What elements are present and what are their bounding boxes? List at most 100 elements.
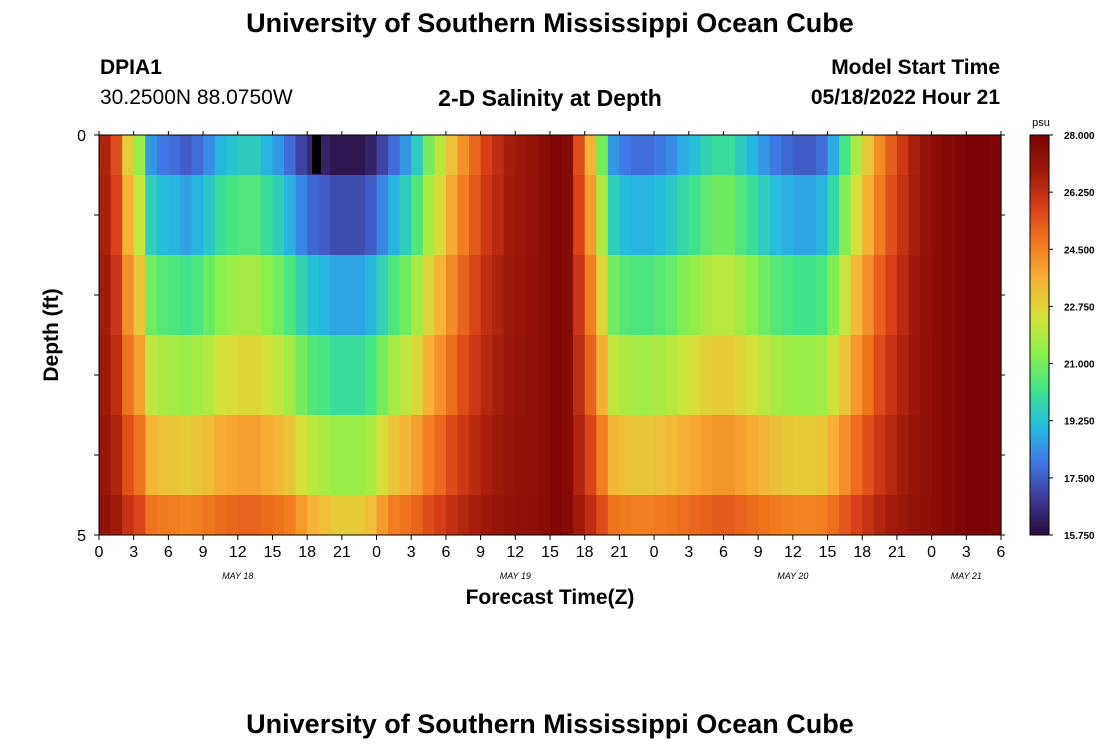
heatmap-cell xyxy=(677,175,690,255)
heatmap-cell xyxy=(711,495,725,535)
heatmap-cell xyxy=(388,495,401,535)
heatmap-cell xyxy=(630,495,644,535)
heatmap-cell xyxy=(295,335,308,415)
colorbar-unit: psu xyxy=(1032,117,1050,129)
heatmap-cell xyxy=(723,415,736,495)
heatmap-cell xyxy=(862,495,875,535)
heatmap-cell xyxy=(827,135,840,175)
heatmap-cell xyxy=(422,255,435,335)
heatmap-cell xyxy=(815,335,829,415)
heatmap-cell xyxy=(422,495,435,535)
x-tick-label: 15 xyxy=(819,544,837,561)
heatmap-cell xyxy=(226,135,239,175)
heatmap-cell xyxy=(642,495,655,535)
heatmap-cell xyxy=(688,175,701,255)
heatmap-cell xyxy=(630,335,644,415)
heatmap-cell xyxy=(353,335,366,415)
heatmap-cell xyxy=(550,135,563,175)
heatmap-cell xyxy=(364,495,378,535)
heatmap-cell xyxy=(573,415,586,495)
heatmap-cell xyxy=(781,255,794,335)
heatmap-cell xyxy=(272,255,285,335)
heatmap-cell xyxy=(862,415,875,495)
heatmap-cell xyxy=(353,175,366,255)
heatmap-cell xyxy=(584,135,597,175)
x-tick-label: 0 xyxy=(927,544,936,561)
heatmap-cell xyxy=(896,415,910,495)
heatmap-cell xyxy=(573,335,586,415)
heatmap-cell xyxy=(735,415,748,495)
heatmap-cell xyxy=(376,415,389,495)
heatmap-cell xyxy=(411,135,424,175)
heatmap-cell xyxy=(214,135,227,175)
heatmap-cell xyxy=(145,495,158,535)
heatmap-cell xyxy=(943,135,956,175)
heatmap-cell xyxy=(353,255,366,335)
heatmap-cell xyxy=(515,175,528,255)
heatmap-cell xyxy=(434,415,447,495)
heatmap-cell xyxy=(445,495,459,535)
heatmap-cell xyxy=(457,335,470,415)
heatmap-cell xyxy=(237,415,250,495)
heatmap-cell xyxy=(723,135,736,175)
heatmap-cell xyxy=(411,335,424,415)
heatmap-cell xyxy=(422,335,435,415)
heatmap-cell xyxy=(249,495,262,535)
heatmap-cell xyxy=(110,335,123,415)
heatmap-cell xyxy=(677,135,690,175)
heatmap-cell xyxy=(769,135,782,175)
heatmap-cell xyxy=(249,135,262,175)
heatmap-cell xyxy=(226,335,239,415)
heatmap-cell xyxy=(492,255,505,335)
heatmap-cell xyxy=(665,335,678,415)
heatmap-cell xyxy=(307,415,320,495)
heatmap-cell xyxy=(781,175,794,255)
heatmap-cell xyxy=(954,415,967,495)
heatmap-cell xyxy=(191,335,204,415)
heatmap-cell xyxy=(931,495,944,535)
heatmap-cell xyxy=(850,255,863,335)
model-start-label: Model Start Time xyxy=(831,56,1000,79)
heatmap-cell xyxy=(954,255,967,335)
heatmap-cell xyxy=(954,495,967,535)
heatmap-cell xyxy=(99,175,112,255)
heatmap-cell xyxy=(758,495,771,535)
heatmap-cell xyxy=(168,415,181,495)
heatmap-cell xyxy=(284,135,297,175)
heatmap-cell xyxy=(110,495,123,535)
heatmap-cell xyxy=(827,495,840,535)
heatmap-cell xyxy=(526,415,540,495)
heatmap-cell xyxy=(318,135,331,175)
heatmap-cell xyxy=(122,175,135,255)
heatmap-cell xyxy=(735,135,748,175)
heatmap-cell xyxy=(457,175,470,255)
heatmap-cell xyxy=(792,135,806,175)
x-tick-label: 6 xyxy=(441,544,450,561)
heatmap-cell xyxy=(700,415,713,495)
x-tick-label: 12 xyxy=(784,544,802,561)
heatmap-cell xyxy=(908,255,921,335)
x-tick-label: 3 xyxy=(962,544,971,561)
x-tick-label: 3 xyxy=(407,544,416,561)
heatmap-cell xyxy=(769,495,782,535)
heatmap-cell xyxy=(156,135,169,175)
heatmap-cell xyxy=(677,255,690,335)
chart-subtitle: 2-D Salinity at Depth xyxy=(438,85,662,111)
heatmap-cell xyxy=(434,335,447,415)
heatmap-cell xyxy=(399,135,412,175)
x-day-label: MAY 21 xyxy=(951,571,982,581)
heatmap-cell xyxy=(735,175,748,255)
heatmap-cell xyxy=(804,415,817,495)
heatmap-cell xyxy=(654,335,667,415)
heatmap-cell xyxy=(989,135,1002,175)
heatmap-cell xyxy=(503,255,516,335)
heatmap-cell xyxy=(341,495,355,535)
heatmap-cell xyxy=(654,135,667,175)
heatmap-cell xyxy=(307,175,320,255)
heatmap-cell xyxy=(168,135,181,175)
heatmap-cell xyxy=(515,335,528,415)
heatmap-cell xyxy=(561,175,574,255)
heatmap-cell xyxy=(122,335,135,415)
heatmap-cell xyxy=(550,255,563,335)
